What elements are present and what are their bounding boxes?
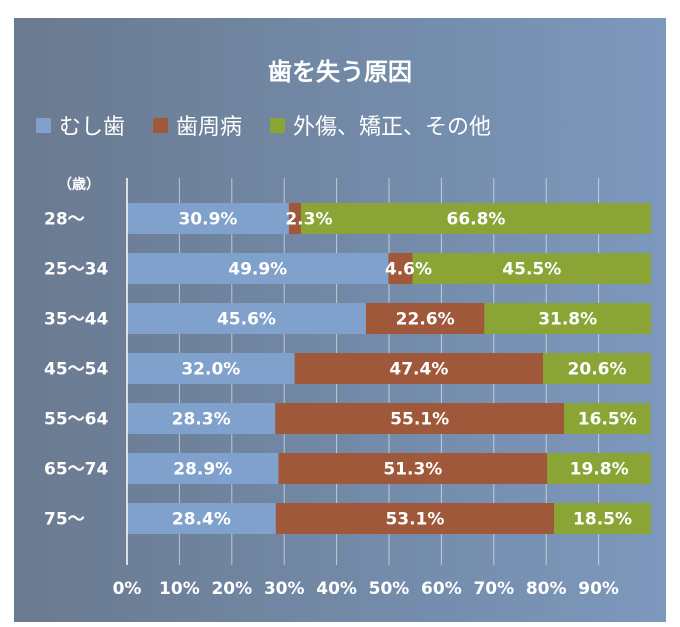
- unit-label: （歳）: [58, 177, 100, 193]
- category-label: 75〜: [44, 510, 85, 530]
- bar-other: [547, 453, 651, 484]
- bar-other: [484, 303, 651, 334]
- data-label: 22.6%: [396, 310, 455, 330]
- data-label: 45.5%: [502, 260, 561, 280]
- bar-other: [564, 403, 651, 434]
- bar-caries: [127, 503, 276, 534]
- data-label: 16.5%: [578, 410, 637, 430]
- category-label: 28〜: [44, 210, 85, 230]
- chart-title: 歯を失う原因: [268, 58, 412, 86]
- bar-other: [543, 353, 651, 384]
- data-label: 53.1%: [385, 510, 444, 530]
- bar-periodontal: [365, 303, 485, 334]
- data-label: 51.3%: [383, 460, 442, 480]
- legend-swatch-periodontal: [153, 117, 169, 133]
- bar-other: [412, 253, 651, 284]
- bar-other: [300, 203, 651, 234]
- bar-periodontal: [275, 503, 555, 534]
- bar-periodontal: [278, 453, 548, 484]
- legend-item-periodontal: 歯周病: [153, 109, 242, 141]
- category-label: 45〜54: [44, 360, 108, 380]
- category-label: 65〜74: [44, 460, 108, 480]
- data-label: 19.8%: [570, 460, 629, 480]
- legend-swatch-other: [270, 117, 286, 133]
- data-label: 20.6%: [568, 360, 627, 380]
- x-tick-label: 60%: [421, 579, 462, 599]
- legend-item-other: 外傷、矯正、その他: [270, 109, 491, 141]
- x-tick-label: 30%: [264, 579, 305, 599]
- legend-label-other: 外傷、矯正、その他: [293, 115, 492, 140]
- legend: むし歯 歯周病 外傷、矯正、その他: [36, 110, 519, 140]
- legend-swatch-caries: [36, 117, 51, 133]
- bar-periodontal: [294, 353, 544, 384]
- data-label: 31.8%: [538, 310, 597, 330]
- x-tick-label: 50%: [369, 579, 410, 599]
- legend-label-periodontal: 歯周病: [176, 115, 243, 140]
- data-label: 55.1%: [390, 410, 449, 430]
- x-tick-label: 40%: [316, 579, 357, 599]
- data-label: 28.3%: [172, 410, 231, 430]
- x-tick-label: 90%: [578, 579, 619, 599]
- x-tick-label: 80%: [526, 579, 567, 599]
- bar-periodontal: [388, 253, 413, 284]
- legend-label-caries: むし歯: [59, 115, 126, 140]
- x-tick-label: 20%: [211, 579, 252, 599]
- bar-periodontal: [288, 203, 301, 234]
- category-label: 35〜44: [44, 310, 108, 330]
- data-label: 32.0%: [181, 360, 240, 380]
- bar-periodontal: [275, 403, 565, 434]
- bar-caries: [127, 353, 295, 384]
- data-label: 30.9%: [178, 210, 237, 230]
- data-label: 28.9%: [173, 460, 232, 480]
- data-label: 28.4%: [172, 510, 231, 530]
- category-label: 25〜34: [44, 260, 108, 280]
- data-label: 66.8%: [446, 210, 505, 230]
- data-label: 49.9%: [228, 260, 287, 280]
- data-label: 47.4%: [389, 360, 448, 380]
- x-tick-label: 10%: [159, 579, 200, 599]
- data-label: 18.5%: [573, 510, 632, 530]
- bar-caries: [127, 253, 389, 284]
- bar-caries: [127, 203, 289, 234]
- bar-caries: [127, 403, 276, 434]
- bar-other: [554, 503, 651, 534]
- x-tick-label: 0%: [113, 579, 142, 599]
- bar-caries: [127, 303, 366, 334]
- bar-caries: [127, 453, 279, 484]
- x-tick-label: 70%: [473, 579, 514, 599]
- data-label: 45.6%: [217, 310, 276, 330]
- category-label: 55〜64: [44, 410, 108, 430]
- data-label: 2.3%: [285, 210, 332, 230]
- legend-item-caries: むし歯: [36, 109, 125, 141]
- data-label: 4.6%: [385, 260, 432, 280]
